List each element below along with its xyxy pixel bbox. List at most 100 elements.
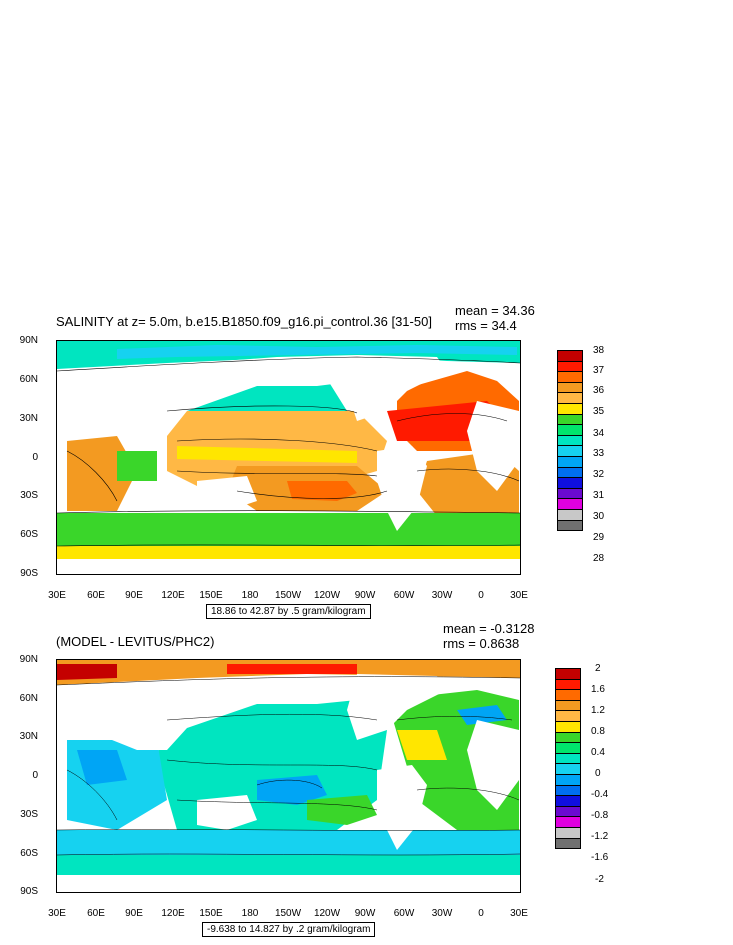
colorbar-label: 30: [593, 511, 605, 522]
lon-label: 30E: [48, 590, 66, 601]
north-america-land: [347, 355, 447, 421]
lon-label: 150E: [199, 908, 223, 919]
difference-colorbar: 2 1.6 1.2 0.8 0.4 0 -0.4 -0.8 -1.2 -1.6 …: [555, 663, 635, 888]
antarctica-land: [57, 876, 520, 892]
lat-label: 90N: [19, 335, 38, 346]
southern-ocean-light: [57, 855, 520, 875]
lon-label: 60E: [87, 590, 105, 601]
contour-lines: [57, 676, 520, 856]
indian-low: [77, 750, 127, 785]
lon-label: 180: [241, 908, 259, 919]
lon-label: 60W: [393, 908, 415, 919]
lat-label: 0: [32, 452, 38, 463]
lon-label: 180: [241, 590, 259, 601]
lon-label: 30W: [431, 908, 453, 919]
lon-label: 150W: [274, 908, 302, 919]
colorbar-label: 0.8: [591, 726, 605, 737]
lon-label: 120E: [161, 590, 185, 601]
panel-title: SALINITY at z= 5.0m, b.e15.B1850.f09_g16…: [56, 314, 432, 329]
lat-label: 30N: [19, 731, 38, 742]
lat-label: 30N: [19, 413, 38, 424]
pacific-region: [157, 690, 387, 830]
range-note: 18.86 to 42.87 by .5 gram/kilogram: [206, 604, 371, 619]
south-america-land: [377, 446, 427, 531]
colorbar-label: -0.8: [591, 810, 609, 821]
lon-label: 120E: [161, 908, 185, 919]
lon-label: 90E: [125, 590, 143, 601]
arctic-detail: [117, 345, 517, 359]
range-note: -9.638 to 14.827 by .2 gram/kilogram: [202, 922, 376, 937]
lat-label: 0: [32, 770, 38, 781]
south-america-land: [377, 765, 427, 850]
lon-label: 120W: [313, 908, 341, 919]
equatorial-band: [177, 446, 357, 463]
indian-green: [117, 451, 157, 481]
colorbar-label: 37: [593, 365, 605, 376]
lat-label: 90S: [20, 568, 38, 579]
rms-value: rms = 0.8638: [443, 636, 520, 651]
lat-label: 60S: [20, 529, 38, 540]
lon-label: 120W: [313, 590, 341, 601]
mean-value: mean = 34.36: [455, 303, 535, 318]
lon-label: 0: [478, 590, 484, 601]
lon-label: 90W: [354, 590, 376, 601]
colorbar-label: 35: [593, 406, 605, 417]
lat-label: 90S: [20, 886, 38, 897]
lon-label: 60W: [393, 590, 415, 601]
rms-value: rms = 34.4: [455, 318, 517, 333]
lat-label: 30S: [20, 490, 38, 501]
salinity-panel: SALINITY at z= 5.0m, b.e15.B1850.f09_g16…: [19, 303, 637, 619]
difference-map-svg: [57, 660, 520, 892]
gyre-core: [287, 481, 357, 501]
lon-label: 30E: [510, 590, 528, 601]
eurasia-land: [57, 359, 357, 436]
salinity-colorbar: 38 37 36 35 34 33 32 31 30 29 28: [557, 345, 637, 570]
colorbar-label: 1.6: [591, 684, 605, 695]
australia-land: [197, 795, 257, 830]
north-america-land: [347, 674, 447, 740]
colorbar-label: 31: [593, 490, 605, 501]
colorbar-label: 0.4: [591, 747, 605, 758]
arctic-west: [57, 664, 117, 680]
lon-label: 0: [478, 908, 484, 919]
lon-label: 30E: [48, 908, 66, 919]
colorbar-label: 33: [593, 448, 605, 459]
lon-label: 90E: [125, 908, 143, 919]
colorbar-label: 29: [593, 532, 605, 543]
colorbar-label: 0: [595, 768, 601, 779]
salinity-map: [56, 340, 521, 575]
colorbar-label: -1.2: [591, 831, 609, 842]
difference-map: [56, 659, 521, 893]
colorbar-label: -1.6: [591, 852, 609, 863]
colorbar-swatch: [555, 837, 581, 850]
panel-title: (MODEL - LEVITUS/PHC2): [56, 634, 215, 649]
salinity-map-svg: [57, 341, 520, 574]
antarctica-land: [57, 559, 520, 574]
mean-value: mean = -0.3128: [443, 621, 535, 636]
colorbar-label: 38: [593, 345, 605, 356]
contour-lines: [57, 356, 520, 547]
lon-label: 150W: [274, 590, 302, 601]
colorbar-label: 1.2: [591, 705, 605, 716]
eurasia-land: [57, 676, 357, 750]
atlantic-low: [457, 705, 507, 725]
lon-label: 30W: [431, 590, 453, 601]
lat-label: 60S: [20, 848, 38, 859]
lat-label: 60N: [19, 374, 38, 385]
africa-land: [467, 401, 519, 491]
colorbar-label: -0.4: [591, 789, 609, 800]
antarctic-band: [57, 546, 520, 559]
colorbar-label: 32: [593, 469, 605, 480]
pacific-high: [307, 795, 377, 825]
atlantic-high: [397, 730, 447, 760]
lon-label: 150E: [199, 590, 223, 601]
southern-ocean-band: [57, 513, 520, 551]
lon-label: 60E: [87, 908, 105, 919]
lat-label: 60N: [19, 693, 38, 704]
colorbar-label: 28: [593, 553, 605, 564]
lat-label: 90N: [19, 654, 38, 665]
lon-label: 90W: [354, 908, 376, 919]
colorbar-label: -2: [595, 874, 604, 885]
arctic-core: [227, 664, 357, 674]
